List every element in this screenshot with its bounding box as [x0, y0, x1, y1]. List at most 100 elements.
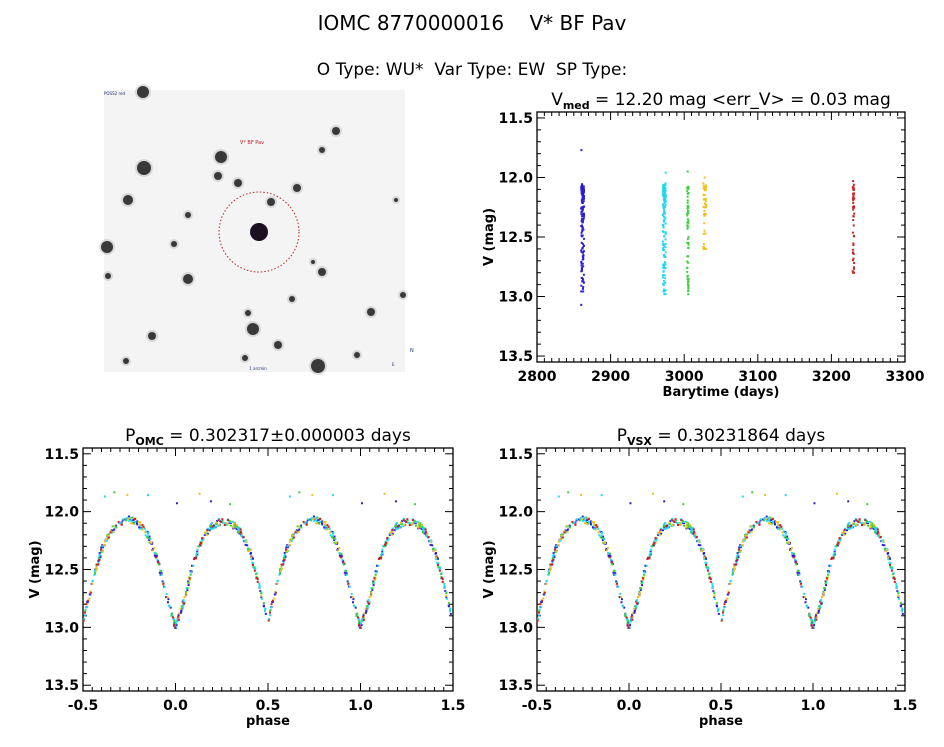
data-point-season2 [664, 171, 667, 174]
phase-point-season1 [845, 529, 848, 532]
phase-point-season2 [716, 610, 719, 613]
phase-point-season4 [822, 592, 825, 595]
phase-point-season5 [377, 558, 380, 561]
data-point-season3 [687, 186, 690, 189]
phase-point-season5 [412, 519, 415, 522]
phase-point-season1 [372, 584, 375, 587]
data-point-season3 [687, 210, 690, 213]
phase-point-season4 [183, 596, 186, 599]
phase-point-season5 [217, 519, 220, 522]
phase-point-season1 [181, 600, 184, 603]
phase-point-season5 [85, 603, 88, 606]
phase-point-season3 [197, 545, 200, 548]
phase-point-season2 [298, 525, 301, 528]
phase-point-season2 [160, 573, 163, 576]
target-label: V* BF Pav [240, 140, 264, 146]
phase-point-season2 [629, 620, 632, 623]
phase-point-season2 [813, 620, 816, 623]
y-tick-label: 12.0 [44, 505, 79, 521]
data-point-season2 [662, 264, 665, 267]
phase-point-season1 [717, 612, 720, 615]
data-point-season4 [703, 187, 706, 190]
phase-point-season1 [666, 524, 669, 527]
star-halo [245, 321, 261, 337]
phase-point-season4 [88, 597, 91, 600]
phase-point-season2 [630, 619, 633, 622]
phase-point-season4 [657, 531, 660, 534]
phase-point-season1 [98, 552, 101, 555]
data-point-season2 [662, 243, 665, 246]
phase-point-season1 [752, 524, 755, 527]
data-point-season1 [582, 190, 585, 193]
phase-point-season1 [554, 546, 557, 549]
phase-point-season1 [762, 518, 765, 521]
data-point-season1 [581, 215, 584, 218]
phase-point-season3 [699, 548, 702, 551]
x-tick-label: 0.0 [617, 698, 642, 714]
phase-point-season2 [408, 522, 411, 525]
phase-point-season2 [283, 553, 286, 556]
phase-point-season2 [147, 531, 150, 534]
phase-point-season1 [825, 584, 828, 587]
data-point-season3 [686, 266, 689, 269]
phase-point-season4 [426, 533, 429, 536]
phase-point-season1 [543, 593, 546, 596]
plot-frame [82, 447, 454, 692]
phase-point-season3 [260, 592, 263, 595]
phase-point-season3 [738, 551, 741, 554]
data-point-season1 [581, 228, 584, 231]
phase-point-season2 [278, 570, 281, 573]
phase-point-season2 [410, 523, 413, 526]
phase-point-season4 [862, 521, 865, 524]
data-point-season2 [664, 216, 667, 219]
phase-point-season1 [704, 557, 707, 560]
phase-point-season5 [271, 599, 274, 602]
phase-point-season5 [626, 623, 629, 626]
phase-point-season2 [103, 495, 106, 498]
phase-point-season1 [566, 529, 569, 532]
data-point-season1 [582, 255, 585, 258]
phase-point-season4 [411, 523, 414, 526]
phase-point-season3 [852, 523, 855, 526]
phase-point-season5 [554, 548, 557, 551]
phase-point-season2 [698, 539, 701, 542]
phase-point-season2 [168, 604, 171, 607]
phase-point-season2 [584, 516, 587, 519]
phase-point-season5 [706, 569, 709, 572]
phase-point-season5 [362, 618, 365, 621]
phase-point-season5 [274, 591, 277, 594]
data-point-season3 [687, 222, 690, 225]
phase-point-season2 [878, 534, 881, 537]
phase-point-season4 [100, 549, 103, 552]
phase-point-season2 [736, 553, 739, 556]
phase-point-season4 [363, 616, 366, 619]
phase-point-season5 [673, 520, 676, 523]
phase-point-season2 [311, 516, 314, 519]
x-tick-label: 3100 [738, 369, 777, 385]
data-point-season2 [663, 235, 666, 238]
data-point-season1 [580, 264, 583, 267]
star [311, 359, 325, 373]
phase-point-season1 [317, 519, 320, 522]
figure-subtitle: O Type: WU* Var Type: EW SP Type: [317, 60, 627, 80]
phase-point-season1 [552, 552, 555, 555]
phase-point-season3 [848, 524, 851, 527]
phase-point-season2 [854, 524, 857, 527]
plot-frame [536, 111, 906, 363]
phase-point-season2 [722, 614, 725, 617]
data-point-season2 [662, 194, 665, 197]
phase-point-season4 [882, 540, 885, 543]
phase-point-season1 [886, 552, 889, 555]
phase-point-season4 [869, 526, 872, 529]
phase-point-season2 [276, 580, 279, 583]
phase-point-season2 [195, 553, 198, 556]
data-point-season3 [686, 186, 689, 189]
phase-point-season5 [890, 569, 893, 572]
phase-point-season2 [338, 552, 341, 555]
star-halo [330, 125, 342, 137]
phase-point-season4 [150, 541, 153, 544]
phase-point-season4 [769, 522, 772, 525]
data-point-season2 [661, 186, 664, 189]
phase-point-season5 [810, 623, 813, 626]
phase-point-season1 [124, 518, 127, 521]
